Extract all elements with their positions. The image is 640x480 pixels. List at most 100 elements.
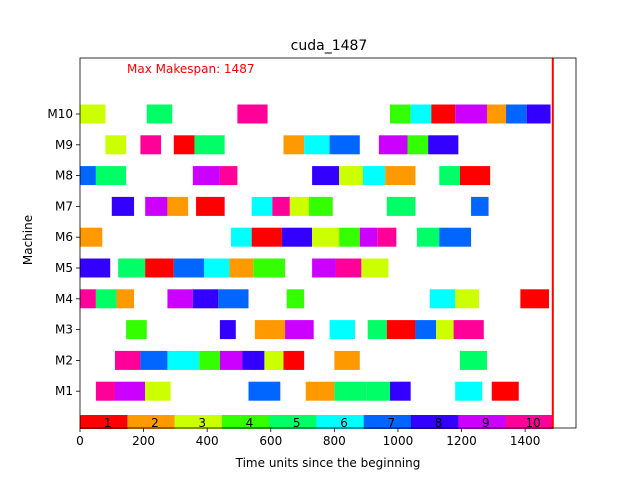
task-bar-m2-11 [140, 350, 168, 370]
task-bar-m7-68 [386, 196, 416, 216]
task-bar-m9-80 [105, 135, 127, 155]
task-bar-m7-61 [145, 196, 168, 216]
task-bar-m1-0 [95, 381, 115, 401]
y-tick-label-m1: M1 [55, 384, 73, 398]
task-bar-m10-97 [486, 104, 507, 124]
legend-label-job-10: 10 [526, 416, 541, 430]
x-tick-label-1000: 1000 [383, 434, 414, 448]
legend-swatch-job-1 [80, 415, 128, 429]
task-bar-m1-9 [491, 381, 519, 401]
task-bar-m9-87 [378, 135, 408, 155]
task-bar-m8-71 [95, 166, 127, 186]
task-bar-m8-70 [80, 166, 96, 186]
task-bar-m5-46 [253, 258, 286, 278]
task-bar-m3-25 [367, 320, 387, 340]
y-tick-label-m8: M8 [55, 169, 73, 183]
y-tick-label-m9: M9 [55, 138, 73, 152]
task-bar-m6-52 [251, 227, 282, 247]
task-bar-m10-94 [410, 104, 432, 124]
task-bar-m7-65 [272, 196, 290, 216]
legend-label-job-4: 4 [246, 416, 254, 430]
task-bar-m4-30 [80, 289, 96, 309]
x-tick-label-1400: 1400 [510, 434, 541, 448]
task-bar-m1-6 [366, 381, 390, 401]
task-bar-m10-98 [506, 104, 527, 124]
task-bar-m6-51 [231, 227, 252, 247]
axes-frame [79, 57, 577, 429]
legend-label-job-6: 6 [340, 416, 348, 430]
task-bar-m5-42 [145, 258, 174, 278]
task-bar-m2-10 [114, 350, 141, 370]
x-tick-label-600: 600 [259, 434, 282, 448]
task-bar-m1-8 [455, 381, 483, 401]
task-bar-m4-32 [116, 289, 135, 309]
legend-label-job-5: 5 [293, 416, 301, 430]
y-tick-label-m2: M2 [55, 353, 73, 367]
task-bar-m4-37 [429, 289, 456, 309]
task-bar-m1-2 [145, 381, 171, 401]
task-bar-m9-88 [407, 135, 429, 155]
task-bar-m2-19 [459, 350, 487, 370]
x-tick-label-1200: 1200 [446, 434, 477, 448]
task-bar-m3-24 [329, 320, 356, 340]
task-bar-m2-18 [334, 350, 360, 370]
task-bar-m7-64 [251, 196, 273, 216]
task-bar-m1-1 [114, 381, 146, 401]
task-bar-m6-56 [359, 227, 378, 247]
legend-label-job-1: 1 [104, 416, 112, 430]
y-tick-label-m7: M7 [55, 199, 73, 213]
task-bar-m3-28 [436, 320, 454, 340]
task-bar-m8-75 [339, 166, 363, 186]
task-bar-m10-90 [80, 104, 106, 124]
task-bar-m3-20 [126, 320, 147, 340]
x-axis-label: Time units since the beginning [235, 456, 421, 470]
task-bar-m8-76 [362, 166, 386, 186]
task-bar-m6-50 [80, 227, 103, 247]
task-bar-m9-85 [304, 135, 330, 155]
legend-swatch-job-5 [269, 415, 317, 429]
task-bar-m3-29 [453, 320, 484, 340]
task-bar-m3-23 [285, 320, 314, 340]
task-bar-m7-60 [111, 196, 135, 216]
task-bar-m9-89 [428, 135, 459, 155]
task-bar-m3-22 [254, 320, 286, 340]
task-bar-m10-91 [146, 104, 173, 124]
legend-swatch-job-10 [505, 415, 554, 429]
legend-swatch-job-2 [127, 415, 176, 429]
task-bar-m9-81 [140, 135, 162, 155]
task-bar-m3-26 [386, 320, 416, 340]
task-bar-m6-55 [339, 227, 360, 247]
task-bar-m7-63 [196, 196, 225, 216]
task-bar-m2-14 [219, 350, 243, 370]
task-bar-m4-36 [286, 289, 305, 309]
task-bar-m10-93 [390, 104, 411, 124]
x-tick-label-800: 800 [323, 434, 346, 448]
task-bar-m6-58 [417, 227, 440, 247]
x-tick-label-400: 400 [196, 434, 219, 448]
legend-label-job-8: 8 [435, 416, 443, 430]
legend-label-job-2: 2 [151, 416, 159, 430]
legend-swatch-job-9 [458, 415, 507, 429]
task-bar-m10-95 [431, 104, 456, 124]
task-bar-m8-78 [439, 166, 460, 186]
task-bar-m8-73 [219, 166, 238, 186]
legend-swatch-job-4 [221, 415, 270, 429]
task-bar-m4-39 [520, 289, 549, 309]
task-bar-m4-33 [167, 289, 193, 309]
task-bar-m2-16 [264, 350, 284, 370]
task-bar-m2-13 [199, 350, 220, 370]
task-bar-m1-7 [390, 381, 411, 401]
task-bar-m4-34 [192, 289, 219, 309]
task-bar-m4-35 [218, 289, 249, 309]
task-bar-m5-47 [312, 258, 336, 278]
y-axis-label: Machine [21, 215, 35, 265]
y-tick-label-m3: M3 [55, 323, 73, 337]
task-bar-m2-15 [242, 350, 265, 370]
task-bar-m5-45 [229, 258, 254, 278]
task-bar-m5-43 [173, 258, 204, 278]
task-bar-m2-12 [167, 350, 200, 370]
task-bar-m9-84 [283, 135, 305, 155]
task-bar-m1-3 [248, 381, 281, 401]
x-tick-label-0: 0 [76, 434, 84, 448]
